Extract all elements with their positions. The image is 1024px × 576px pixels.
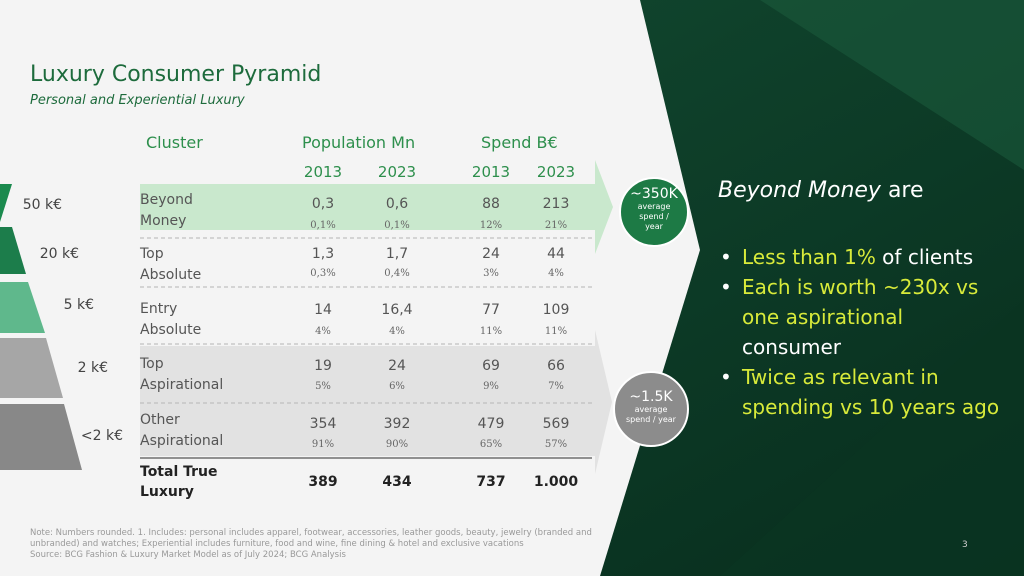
pyramid-label-50k: 50 k€ [22, 197, 62, 213]
pct-cell: 57% [544, 439, 568, 450]
year-spend-2013: 2013 [471, 163, 511, 181]
value-cell: 1,3 [311, 246, 335, 262]
pyramid-level-4 [0, 338, 63, 398]
row-label: Top Absolute [140, 246, 202, 283]
pyramid-level-5 [0, 404, 82, 470]
pct-cell: 9% [483, 381, 499, 392]
row-label: Top Aspirational [140, 356, 224, 393]
year-spend-2023: 2023 [536, 163, 576, 181]
key-points-list: • Less than 1% of clients • Each is worth … [718, 242, 1008, 422]
pct-cell: 4% [389, 326, 405, 337]
row-label: Beyond Money [140, 192, 193, 229]
total-pop-2013: 389 [308, 474, 338, 490]
total-label: Total True Luxury [140, 464, 218, 500]
pct-cell: 11% [479, 326, 503, 337]
pct-cell: 3% [483, 268, 499, 279]
header-cluster: Cluster [146, 133, 203, 152]
value-cell: 69 [482, 358, 500, 374]
value-cell: 569 [542, 416, 570, 432]
header-population: Population Mn [302, 133, 416, 152]
year-pop-2023: 2023 [377, 163, 417, 181]
footnote: Note: Numbers rounded. 1. Includes: pers… [30, 528, 592, 560]
pyramid-level-2 [0, 227, 26, 274]
pct-cell: 21% [544, 220, 568, 231]
total-spend-2023: 1.000 [533, 474, 579, 490]
pct-cell: 7% [548, 381, 564, 392]
page-title: Luxury Consumer Pyramid [30, 62, 322, 87]
value-cell: 19 [314, 358, 332, 374]
total-pop-2023: 434 [382, 474, 412, 490]
pyramid-level-3 [0, 282, 45, 333]
pct-cell: 0,1% [384, 220, 410, 231]
value-cell: 109 [542, 302, 570, 318]
pct-cell: 6% [389, 381, 405, 392]
bullet-item: • Twice as relevant in spending vs 10 yea… [720, 365, 1000, 419]
value-cell: 24 [388, 358, 406, 374]
header-spend: Spend B€ [481, 133, 558, 152]
value-cell: 44 [547, 246, 565, 262]
pct-cell: 0,4% [384, 268, 410, 279]
value-cell: 77 [482, 302, 500, 318]
value-cell: 24 [482, 246, 500, 262]
row-label: Other Aspirational [140, 412, 224, 449]
value-cell: 0,6 [385, 196, 409, 212]
value-cell: 88 [482, 196, 500, 212]
value-cell: 66 [547, 358, 565, 374]
row-label: Entry Absolute [140, 301, 202, 338]
value-cell: 0,3 [311, 196, 335, 212]
pyramid-level-1 [0, 184, 12, 222]
pct-cell: 91% [311, 439, 335, 450]
page-subtitle: Personal and Experiential Luxury [30, 93, 245, 108]
value-cell: 392 [383, 416, 411, 432]
beyond-money-band [140, 160, 613, 254]
pct-cell: 4% [315, 326, 331, 337]
pct-cell: 12% [479, 220, 503, 231]
pyramid-label-2k: 2 k€ [77, 360, 108, 376]
bullet-item: • Each is worth ~230x vs one aspirational… [720, 275, 979, 359]
aspirational-band [140, 330, 612, 474]
total-spend-2013: 737 [476, 474, 506, 490]
year-pop-2013: 2013 [303, 163, 343, 181]
pct-cell: 5% [315, 381, 331, 392]
pct-cell: 0,3% [310, 268, 336, 279]
value-cell: 16,4 [381, 302, 413, 318]
page-number: 3 [962, 540, 968, 550]
aspirational-spend-badge: ~1.5K average spend / year [613, 371, 689, 447]
pyramid-label-under-2k: <2 k€ [80, 428, 123, 444]
value-cell: 479 [477, 416, 505, 432]
right-panel-title: Beyond Money are [718, 178, 924, 203]
value-cell: 1,7 [385, 246, 409, 262]
pct-cell: 65% [479, 439, 503, 450]
pct-cell: 0,1% [310, 220, 336, 231]
value-cell: 14 [314, 302, 332, 318]
beyond-money-spend-badge: ~350K average spend / year [619, 177, 689, 247]
bullet-item: • Less than 1% of clients [720, 245, 974, 269]
pyramid-label-20k: 20 k€ [39, 246, 79, 262]
value-cell: 354 [309, 416, 337, 432]
pct-cell: 4% [548, 268, 564, 279]
value-cell: 213 [542, 196, 570, 212]
pct-cell: 90% [385, 439, 409, 450]
pyramid-label-5k: 5 k€ [63, 297, 94, 313]
pct-cell: 11% [544, 326, 568, 337]
